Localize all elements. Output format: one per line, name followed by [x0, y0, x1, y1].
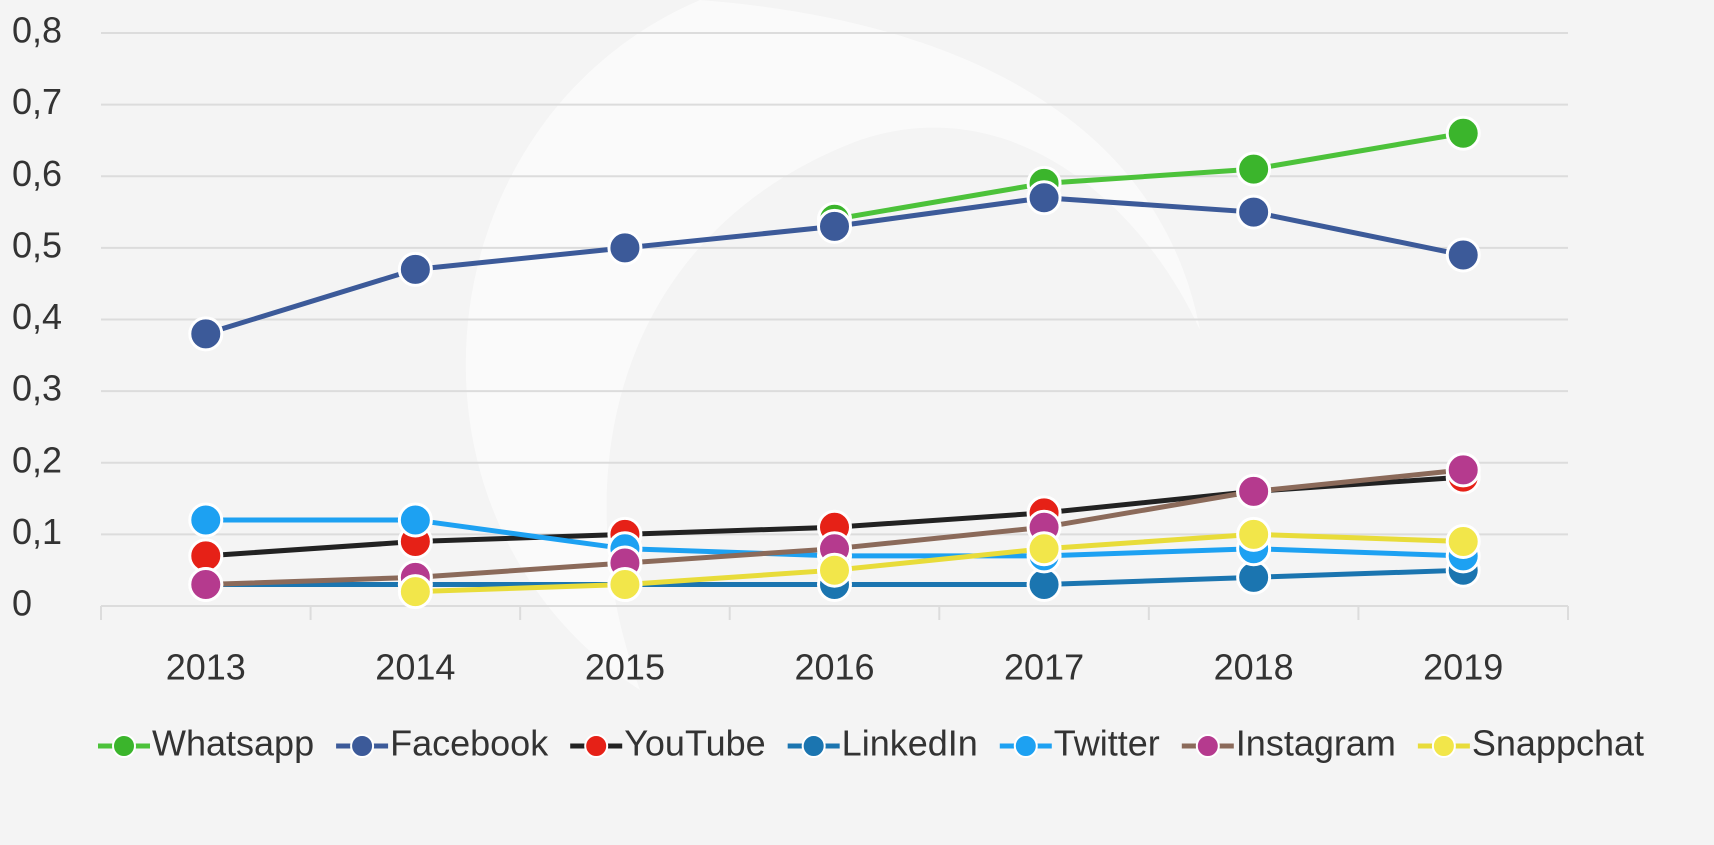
- legend-marker: [1431, 734, 1456, 758]
- legend-marker: [350, 734, 375, 758]
- y-tick-label: 0,6: [12, 153, 62, 194]
- legend-marker: [1195, 734, 1220, 758]
- x-tick-label: 2019: [1423, 647, 1503, 688]
- x-tick-label: 2013: [166, 647, 246, 688]
- series-marker: [1236, 151, 1272, 187]
- legend-marker: [801, 734, 826, 758]
- legend-marker: [1013, 734, 1038, 758]
- y-tick-label: 0,5: [12, 224, 62, 265]
- y-tick-label: 0: [12, 583, 32, 624]
- background-swirl: [465, 0, 1200, 690]
- series-marker: [397, 251, 433, 287]
- series-marker: [607, 567, 643, 603]
- series-marker: [397, 574, 433, 610]
- series-marker: [1445, 452, 1481, 488]
- legend-label: Snappchat: [1472, 723, 1644, 764]
- y-tick-label: 0,3: [12, 368, 62, 409]
- series-marker: [1026, 531, 1062, 567]
- x-tick-label: 2016: [794, 647, 874, 688]
- y-tick-label: 0,7: [12, 81, 62, 122]
- legend-marker: [584, 734, 609, 758]
- series-marker: [1236, 194, 1272, 230]
- legend-marker: [112, 734, 136, 758]
- series-marker: [1445, 524, 1481, 560]
- series-marker: [817, 552, 852, 588]
- series-marker: [1236, 516, 1272, 552]
- series-marker: [1026, 180, 1062, 216]
- x-tick-label: 2017: [1004, 647, 1084, 688]
- legend-label: Facebook: [390, 723, 549, 764]
- series-marker: [1445, 237, 1481, 273]
- series-line: [834, 130, 1464, 222]
- x-tick-label: 2014: [375, 647, 455, 688]
- y-tick-label: 0,4: [12, 296, 62, 337]
- y-tick-label: 0,2: [12, 439, 62, 480]
- series-marker: [1445, 115, 1481, 151]
- legend-label: YouTube: [624, 723, 765, 764]
- series-marker: [607, 230, 643, 266]
- series-marker: [188, 316, 224, 352]
- y-tick-label: 0,8: [12, 10, 62, 51]
- legend-label: Whatsapp: [152, 723, 314, 764]
- x-tick-label: 2018: [1214, 647, 1294, 688]
- x-tick-label: 2015: [585, 647, 665, 688]
- series-marker: [188, 502, 224, 538]
- series-marker: [397, 502, 433, 538]
- series-marker: [817, 208, 852, 244]
- legend-label: LinkedIn: [842, 723, 978, 764]
- series-marker: [188, 567, 224, 603]
- series-marker: [1236, 473, 1272, 509]
- series-line: [415, 531, 1464, 595]
- y-tick-label: 0,1: [12, 511, 62, 552]
- legend-label: Twitter: [1054, 723, 1160, 764]
- legend-label: Instagram: [1236, 723, 1396, 764]
